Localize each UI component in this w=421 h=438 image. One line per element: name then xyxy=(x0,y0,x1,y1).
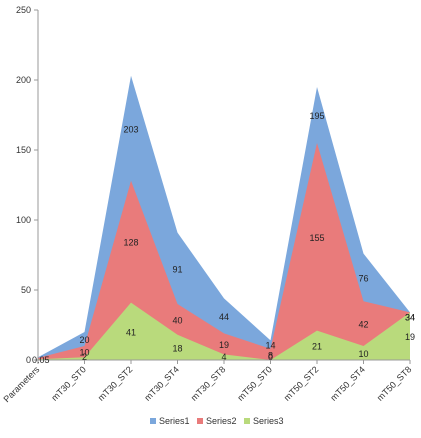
data-label-series2-mt30-st2: 128 xyxy=(123,238,138,248)
y-tick-label: 50 xyxy=(21,285,31,295)
x-tick-label-mt50-st2: mT50_ST2 xyxy=(282,364,321,403)
legend-swatch-series1 xyxy=(150,418,156,424)
series-areas xyxy=(38,75,410,361)
data-label-series2-mt50-st2: 155 xyxy=(309,233,324,243)
y-tick-label: 0 xyxy=(26,355,31,365)
legend-swatch-series3 xyxy=(244,418,250,424)
x-tick-label-mt30-st0: mT30_ST0 xyxy=(49,364,88,403)
data-labels: 2020391441419576341012840198155423424118… xyxy=(79,111,415,362)
data-label-series3-mt30-st4: 18 xyxy=(172,343,182,353)
legend-label-series3: Series3 xyxy=(253,416,284,426)
x-tick-label-mt30-st4: mT30_ST4 xyxy=(142,364,181,403)
legend: Series1 Series2 Series3 xyxy=(150,416,284,426)
y-tick-label: 100 xyxy=(16,215,31,225)
legend-label-series2: Series2 xyxy=(206,416,237,426)
data-label-series3-mt30-st0: 2 xyxy=(82,352,87,362)
legend-label-series1: Series1 xyxy=(159,416,190,426)
legend-swatch-series2 xyxy=(197,418,203,424)
y-tick-label: 150 xyxy=(16,145,31,155)
data-label-series3-mt50-st0: 0 xyxy=(268,352,273,362)
data-label-series1-mt50-st8: 34 xyxy=(405,312,415,322)
data-label-series1-mt30-st0: 20 xyxy=(79,335,89,345)
data-label-series2-mt50-st4: 42 xyxy=(358,320,368,330)
x-tick-label-mt50-st0: mT50_ST0 xyxy=(235,364,274,403)
x-tick-label-mt30-st8: mT30_ST8 xyxy=(189,364,228,403)
x-tick-label-mt50-st4: mT50_ST4 xyxy=(328,364,367,403)
data-label-series1-mt30-st4: 91 xyxy=(172,264,182,274)
data-label-series1-mt30-st8: 44 xyxy=(219,312,229,322)
x-axis-ticks: Parameters mT30_ST0 mT30_ST2 mT30_ST4 mT30_S… xyxy=(1,360,413,404)
data-label-series3-mt50-st4: 10 xyxy=(358,349,368,359)
data-label-series2-mt30-st8: 19 xyxy=(219,340,229,350)
data-label-series2-mt50-st8: 34 xyxy=(405,312,415,322)
data-label-series1-mt50-st0: 14 xyxy=(265,340,275,350)
data-label-series3-mt50-st2: 21 xyxy=(312,341,322,351)
data-label-series3-mt30-st8: 4 xyxy=(221,352,226,362)
data-label-series1-mt30-st2: 203 xyxy=(123,124,138,134)
baseline-data-label: 0.05 xyxy=(32,355,50,365)
y-tick-label: 250 xyxy=(16,5,31,15)
area-series3 xyxy=(38,302,410,360)
data-label-series1-mt50-st4: 76 xyxy=(358,273,368,283)
data-label-series3-mt30-st2: 41 xyxy=(126,327,136,337)
y-axis-ticks: 0 50 100 150 200 250 xyxy=(16,5,38,365)
x-tick-label-parameters: Parameters xyxy=(1,364,41,404)
data-label-series2-mt50-st0: 8 xyxy=(268,350,273,360)
data-label-series3-mt50-st8: 19 xyxy=(405,332,415,342)
y-tick-label: 200 xyxy=(16,75,31,85)
data-label-series1-mt50-st2: 195 xyxy=(309,111,324,121)
data-label-series2-mt30-st4: 40 xyxy=(172,315,182,325)
x-tick-label-mt50-st8: mT50_ST8 xyxy=(375,364,414,403)
x-tick-label-mt30-st2: mT30_ST2 xyxy=(96,364,135,403)
data-label-series2-mt30-st0: 10 xyxy=(79,348,89,358)
